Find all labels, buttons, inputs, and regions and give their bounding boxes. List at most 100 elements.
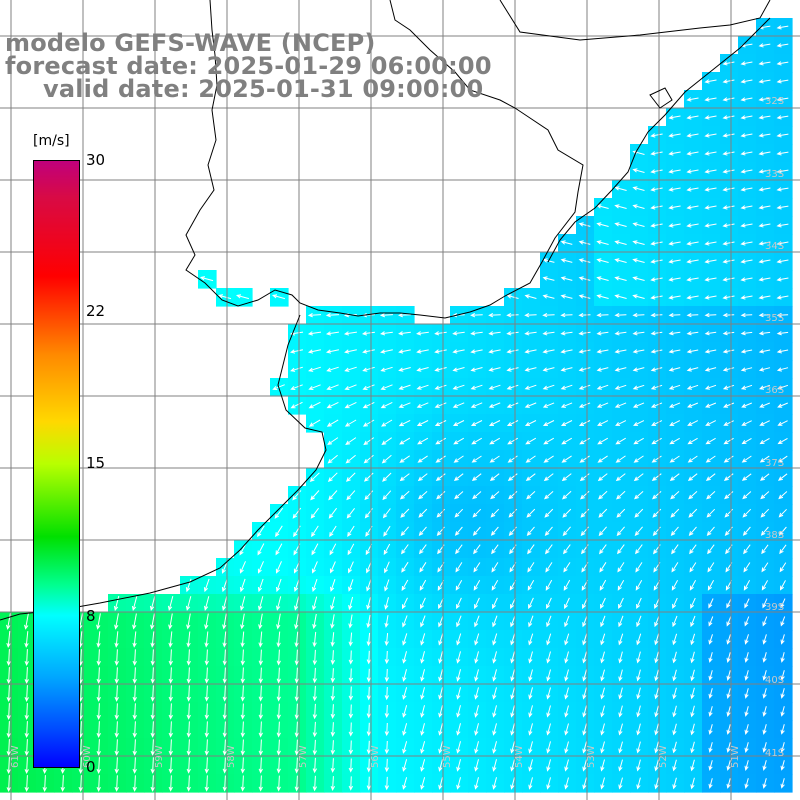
wind-arrow [615, 437, 626, 445]
wind-arrow [6, 721, 11, 739]
wind-arrow [742, 508, 752, 518]
wind-arrow [348, 650, 354, 665]
wind-arrow [597, 473, 608, 482]
wind-arrow [686, 277, 699, 282]
wind-arrow [471, 455, 482, 463]
wind-arrow [235, 294, 250, 300]
wind-arrow [490, 491, 500, 500]
wind-arrow [348, 668, 354, 683]
wind-arrow [366, 686, 372, 701]
wind-arrow [240, 596, 246, 611]
wind-arrow [384, 668, 390, 683]
wind-arrow [401, 544, 409, 555]
wind-arrow [330, 632, 335, 647]
wind-arrow [668, 349, 681, 354]
latitude-label: 37S [765, 458, 784, 469]
wind-arrow [222, 596, 228, 611]
wind-arrow [398, 402, 411, 408]
wind-arrow [311, 543, 319, 556]
wind-arrow [776, 169, 789, 174]
wind-arrow [704, 277, 717, 282]
wind-arrow [24, 703, 29, 721]
wind-arrow [438, 615, 444, 628]
wind-arrow [132, 703, 137, 720]
wind-arrow [726, 634, 731, 645]
wind-arrow [542, 294, 555, 299]
wind-arrow [96, 739, 101, 756]
wind-arrow [348, 561, 354, 574]
wind-arrow [776, 312, 789, 318]
wind-arrow [492, 759, 497, 772]
wind-arrow [560, 402, 573, 408]
wind-arrow [186, 757, 191, 774]
wind-arrow [416, 384, 429, 390]
wind-arrow [348, 614, 353, 629]
wind-arrow [633, 437, 644, 445]
latitude-label: 33S [765, 169, 784, 180]
wind-arrow [651, 455, 662, 463]
wind-arrow [362, 349, 375, 354]
wind-arrow [615, 455, 626, 463]
wind-arrow [400, 526, 409, 537]
wind-arrow [114, 757, 119, 774]
wind-arrow [326, 366, 339, 372]
wind-arrow [186, 667, 191, 684]
wind-arrow [650, 402, 663, 408]
wind-arrow [546, 651, 551, 664]
wind-arrow [654, 705, 659, 718]
wind-arrow [528, 723, 533, 736]
wind-arrow [271, 294, 286, 300]
wind-arrow [168, 739, 173, 756]
wind-arrow [222, 667, 227, 684]
wind-arrow [186, 775, 191, 792]
wind-arrow [758, 223, 771, 228]
wind-arrow [672, 687, 677, 700]
wind-arrow [114, 613, 119, 630]
wind-arrow [706, 508, 716, 518]
wind-arrow [618, 741, 623, 754]
wind-arrow [185, 578, 192, 593]
wind-arrow [492, 633, 498, 646]
wind-arrow [705, 473, 716, 482]
wind-arrow [240, 775, 245, 792]
wind-arrow [362, 366, 375, 372]
wind-arrow [344, 349, 357, 354]
wind-arrow [114, 703, 119, 720]
wind-arrow [474, 651, 479, 664]
wind-arrow [456, 633, 462, 646]
wind-arrow [438, 705, 443, 718]
wind-arrow [760, 526, 769, 536]
wind-arrow [258, 739, 263, 756]
wind-arrow [402, 597, 408, 610]
coastline [0, 0, 771, 621]
wind-arrow [740, 384, 753, 390]
wind-arrow [402, 687, 408, 700]
wind-arrow [564, 669, 569, 682]
wind-arrow [257, 525, 265, 538]
wind-arrow [6, 649, 11, 667]
wind-arrow [633, 473, 644, 482]
wind-arrow [618, 615, 624, 628]
wind-arrow [578, 402, 591, 408]
wind-arrow [363, 454, 374, 464]
wind-arrow [670, 526, 679, 536]
wind-arrow [366, 632, 371, 647]
wind-arrow [345, 437, 357, 446]
wind-arrow [6, 613, 11, 630]
wind-arrow [564, 777, 569, 790]
wind-arrow [524, 384, 537, 390]
wind-arrow [524, 331, 537, 336]
wind-arrow [204, 685, 209, 702]
wind-arrow [582, 633, 588, 646]
wind-arrow [510, 741, 515, 754]
wind-arrow [488, 420, 501, 427]
wind-arrow [417, 437, 429, 445]
wind-arrow [652, 491, 662, 500]
wind-arrow [362, 401, 375, 409]
wind-arrow [24, 649, 29, 667]
wind-arrow [650, 277, 663, 282]
wind-arrow [758, 169, 771, 174]
wind-arrow [618, 687, 623, 700]
wind-arrow [618, 777, 623, 790]
wind-arrow [776, 223, 789, 228]
